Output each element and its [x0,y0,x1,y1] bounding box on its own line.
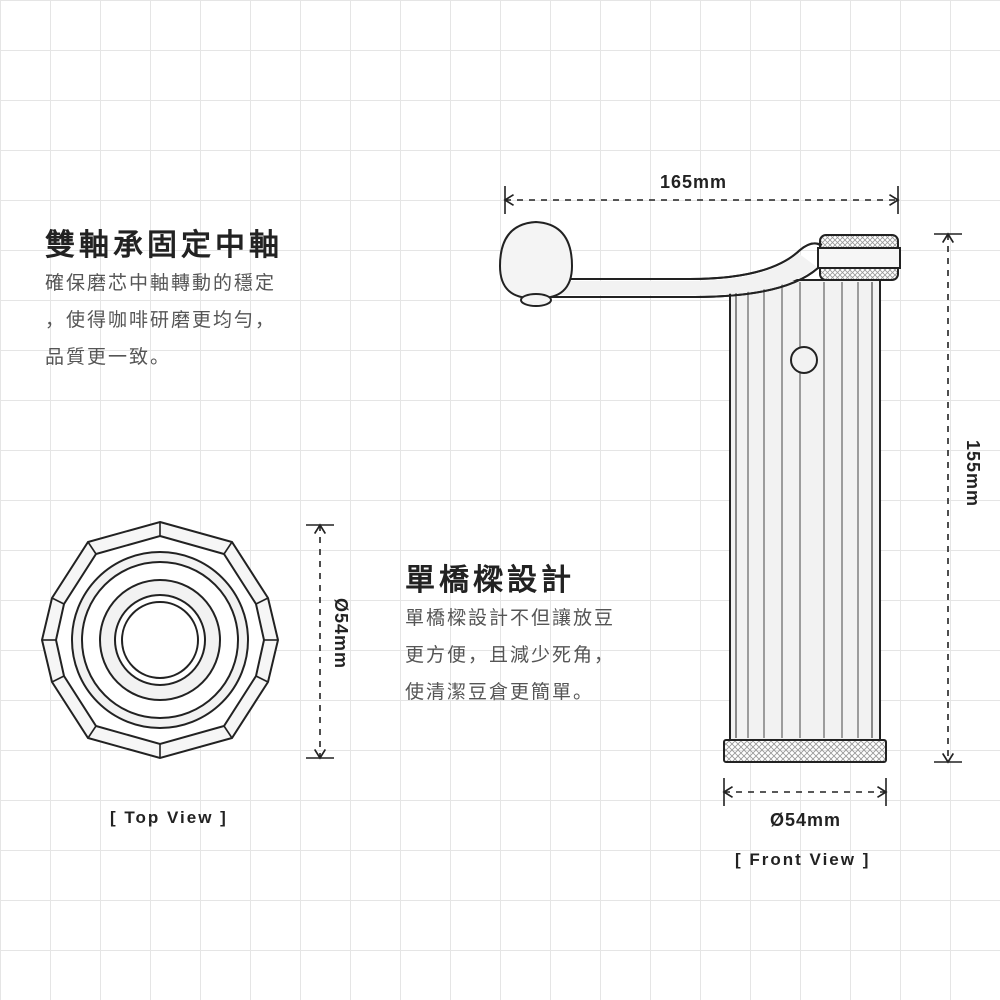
caption-front-view: [ Front View ] [735,850,870,870]
body-1: 確保磨芯中軸轉動的穩定 ，使得咖啡研磨更均勻， 品質更一致。 [45,265,276,376]
dim-dia54-top: Ø54mm [330,598,351,669]
dim-165mm: 165mm [660,172,727,193]
title-1: 雙軸承固定中軸 [45,220,283,264]
top-view [42,522,278,758]
diagram-canvas: { "layout": { "width": 1000, "height": 1… [0,0,1000,1000]
title-2: 單橋樑設計 [405,555,575,599]
dim-dia54-front: Ø54mm [770,810,841,831]
dim-155mm: 155mm [962,440,983,507]
caption-top-view: [ Top View ] [110,808,228,828]
body-2: 單橋樑設計不但讓放豆 更方便，且減少死角， 使清潔豆倉更簡單。 [405,600,615,711]
